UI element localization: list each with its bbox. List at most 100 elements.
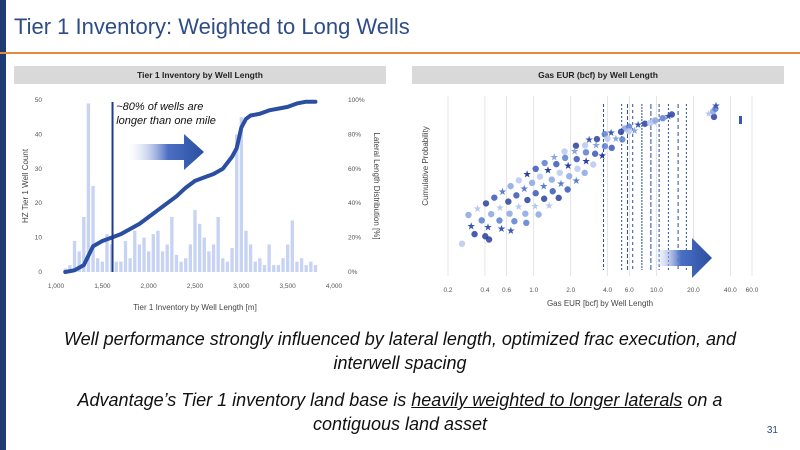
histogram-bar bbox=[207, 251, 211, 272]
caption-inventory-underlined: heavily weighted to longer laterals bbox=[411, 390, 683, 410]
annotation-text: ~80% of wells are longer than one mile bbox=[116, 101, 216, 127]
histogram-bar bbox=[239, 117, 244, 272]
probability-point bbox=[515, 177, 522, 184]
probability-point bbox=[574, 165, 581, 172]
probability-star-point: ★ bbox=[520, 184, 529, 195]
y2-tick-label: 20% bbox=[348, 235, 361, 242]
probability-point bbox=[591, 150, 599, 157]
probability-point bbox=[523, 219, 530, 227]
histogram-bar bbox=[179, 261, 183, 272]
title-divider bbox=[0, 52, 800, 54]
caption-performance: Well performance strongly influenced by … bbox=[63, 329, 737, 373]
probability-point bbox=[604, 135, 611, 142]
histogram-bar bbox=[267, 244, 271, 272]
probability-point bbox=[572, 142, 580, 149]
probability-star-point: ★ bbox=[484, 222, 493, 233]
histogram-bar bbox=[174, 254, 179, 272]
left-accent-bar bbox=[0, 0, 6, 450]
probability-point bbox=[651, 117, 659, 124]
x-tick-label: 2,000 bbox=[141, 283, 158, 290]
histogram-bar bbox=[151, 234, 155, 272]
y-tick-label: 40 bbox=[35, 131, 43, 138]
x-tick-label: 40.0 bbox=[724, 287, 737, 294]
probability-point bbox=[712, 105, 719, 112]
y-axis-label: HZ Tier 1 Well Count bbox=[21, 148, 30, 223]
histogram-bar bbox=[188, 244, 193, 272]
x-tick-label: 3,500 bbox=[280, 283, 297, 290]
probability-star-point: ★ bbox=[473, 204, 482, 215]
x-tick-label: 2.0 bbox=[566, 287, 575, 294]
probability-star-point: ★ bbox=[592, 141, 601, 152]
probability-point bbox=[625, 128, 632, 135]
probability-point bbox=[541, 159, 548, 167]
probability-point bbox=[593, 135, 601, 143]
probability-point bbox=[608, 144, 615, 152]
probability-star-point: ★ bbox=[545, 201, 554, 212]
histogram-bar bbox=[160, 251, 165, 272]
y2-tick-label: 0% bbox=[348, 269, 358, 276]
probability-star-point: ★ bbox=[506, 226, 515, 237]
x-tick-label: 0.2 bbox=[443, 287, 452, 294]
histogram-bar bbox=[211, 244, 216, 272]
x-axis-label: Tier 1 Inventory by Well Length [m] bbox=[133, 303, 257, 312]
probability-star-point: ★ bbox=[611, 134, 620, 145]
x-tick-label: 20.0 bbox=[687, 287, 700, 294]
histogram-bar bbox=[230, 247, 234, 272]
histogram-bar bbox=[77, 251, 81, 272]
histogram-bar bbox=[91, 186, 95, 272]
x-tick-label: 6.0 bbox=[625, 287, 634, 294]
probability-star-point: ★ bbox=[496, 203, 505, 214]
probability-star-point: ★ bbox=[531, 201, 540, 212]
histogram-bar bbox=[142, 237, 146, 272]
probability-star-point: ★ bbox=[498, 187, 507, 198]
probability-point bbox=[668, 111, 676, 118]
probability-point bbox=[641, 120, 649, 127]
probability-point bbox=[507, 182, 514, 190]
probability-point bbox=[573, 155, 580, 163]
probability-point bbox=[553, 160, 560, 168]
histogram-bar bbox=[123, 241, 128, 272]
x-tick-label: 4,000 bbox=[326, 283, 343, 290]
probability-point bbox=[471, 230, 478, 238]
histogram-bar bbox=[105, 234, 109, 272]
probability-star-point: ★ bbox=[467, 222, 476, 233]
histogram-bar bbox=[72, 241, 77, 272]
x-tick-label: 60.0 bbox=[746, 287, 759, 294]
histogram-bar bbox=[96, 258, 100, 272]
histogram-bar bbox=[146, 251, 151, 272]
probability-point bbox=[625, 123, 633, 130]
histogram-bar bbox=[137, 244, 142, 272]
probability-star-point: ★ bbox=[711, 101, 720, 112]
arrow-graphic bbox=[650, 238, 712, 278]
probability-point bbox=[478, 217, 485, 224]
probability-point bbox=[540, 195, 548, 202]
probability-star-point: ★ bbox=[634, 120, 643, 131]
histogram-bar bbox=[253, 261, 257, 272]
probability-point bbox=[506, 210, 513, 217]
x-tick-label: 0.6 bbox=[502, 287, 511, 294]
probability-point bbox=[548, 176, 555, 183]
y2-tick-label: 40% bbox=[348, 200, 361, 207]
y-tick-label: 0 bbox=[38, 269, 42, 276]
histogram-bar bbox=[272, 265, 276, 272]
probability-point bbox=[528, 179, 536, 187]
probability-point bbox=[564, 186, 571, 193]
histogram-bar bbox=[295, 261, 299, 272]
probability-point bbox=[465, 211, 472, 219]
histogram-bar bbox=[114, 261, 118, 272]
probability-point bbox=[659, 115, 666, 122]
probability-point bbox=[536, 173, 544, 180]
histogram-bar bbox=[184, 258, 188, 272]
histogram-bar bbox=[276, 265, 281, 272]
probability-point bbox=[522, 210, 529, 217]
probability-star-point: ★ bbox=[497, 224, 506, 235]
right-chart-header: Gas EUR (bcf) by Well Length bbox=[412, 66, 784, 84]
x-tick-label: 1.0 bbox=[529, 287, 538, 294]
probability-star-point: ★ bbox=[539, 181, 548, 192]
probability-point bbox=[532, 190, 539, 197]
histogram-bar bbox=[285, 244, 290, 272]
histogram-bar bbox=[221, 258, 225, 272]
histogram-bar bbox=[216, 216, 220, 272]
probability-point bbox=[590, 161, 597, 168]
probability-star-point: ★ bbox=[585, 135, 594, 146]
